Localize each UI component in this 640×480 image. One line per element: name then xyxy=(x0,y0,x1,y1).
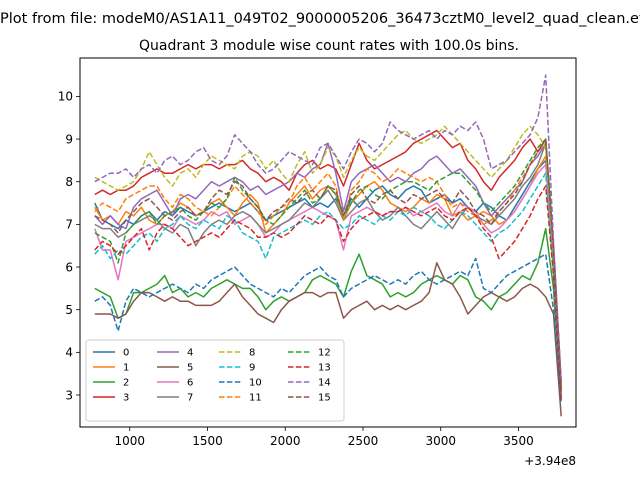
legend-label-12: 12 xyxy=(318,348,331,359)
series-line-5 xyxy=(94,262,562,417)
x-tick-label: 2000 xyxy=(270,434,301,448)
legend-label-7: 7 xyxy=(187,393,193,404)
x-axis: 1000 1500 2000 2500 3000 3500 xyxy=(114,427,534,448)
legend-label-4: 4 xyxy=(187,348,193,359)
y-tick-label: 9 xyxy=(65,132,73,146)
y-axis: 3 4 5 6 7 8 9 10 xyxy=(58,90,80,402)
x-tick-label: 3000 xyxy=(425,434,456,448)
series-line-11 xyxy=(94,142,562,391)
y-tick-label: 7 xyxy=(65,218,73,232)
legend-label-15: 15 xyxy=(318,393,331,404)
series-line-13 xyxy=(94,185,562,400)
legend-label-13: 13 xyxy=(318,363,331,374)
x-tick-label: 1500 xyxy=(192,434,223,448)
y-tick-label: 8 xyxy=(65,175,73,189)
series-line-14 xyxy=(94,74,562,383)
legend-label-0: 0 xyxy=(123,348,129,359)
series-line-2 xyxy=(94,227,562,400)
series-line-12 xyxy=(94,138,562,387)
series-line-8 xyxy=(94,125,562,387)
legend-label-14: 14 xyxy=(318,378,331,389)
legend-label-2: 2 xyxy=(123,378,129,389)
legend-label-5: 5 xyxy=(187,363,193,374)
legend-label-11: 11 xyxy=(249,393,262,404)
plot-frame xyxy=(79,57,577,428)
series-group xyxy=(94,74,562,417)
legend-box xyxy=(85,339,345,422)
series-line-15 xyxy=(94,138,562,391)
legend-label-1: 1 xyxy=(123,363,129,374)
y-tick-label: 4 xyxy=(65,346,73,360)
x-tick-label: 2500 xyxy=(348,434,379,448)
legend-label-6: 6 xyxy=(187,378,193,389)
y-tick-label: 10 xyxy=(58,90,73,104)
series-line-10 xyxy=(94,253,562,404)
x-tick-label: 1000 xyxy=(114,434,145,448)
legend-label-3: 3 xyxy=(123,393,129,404)
legend-label-8: 8 xyxy=(249,348,255,359)
chart-title: Quadrant 3 module wise count rates with … xyxy=(139,38,519,54)
y-tick-label: 3 xyxy=(65,388,73,402)
series-line-3 xyxy=(94,129,562,383)
y-tick-label: 5 xyxy=(65,303,73,317)
legend-label-10: 10 xyxy=(249,378,262,389)
x-offset-label: +3.94e8 xyxy=(524,454,576,468)
legend-label-9: 9 xyxy=(249,363,255,374)
series-line-7 xyxy=(94,142,562,391)
chart-suptitle: Plot from file: modeM0/AS1A11_049T02_900… xyxy=(0,11,640,27)
x-tick-label: 3500 xyxy=(503,434,534,448)
y-tick-label: 6 xyxy=(65,260,73,274)
series-line-9 xyxy=(94,172,562,396)
